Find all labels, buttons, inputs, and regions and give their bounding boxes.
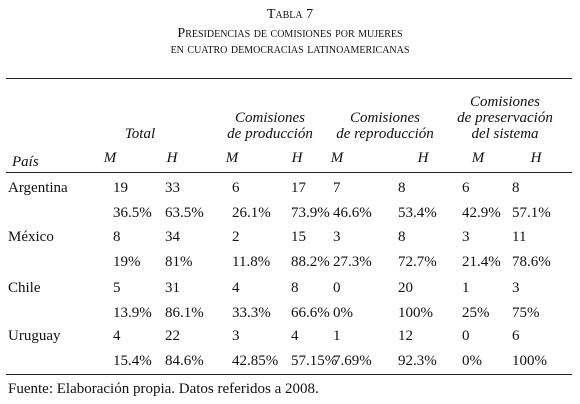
column-header: M <box>471 150 485 166</box>
group-header: del sistema <box>471 126 539 142</box>
percent-cell: 88.2% <box>291 254 330 270</box>
percent-cell: 73.9% <box>291 205 330 221</box>
count-cell: 11 <box>512 229 527 245</box>
percent-cell: 0% <box>462 353 482 369</box>
count-cell: 12 <box>398 328 413 344</box>
count-cell: 0 <box>333 280 341 296</box>
group-header: de preservación <box>457 110 553 126</box>
count-cell: 31 <box>165 280 180 296</box>
group-header: Comisiones <box>349 110 421 126</box>
count-cell: 8 <box>512 180 520 196</box>
count-cell: 3 <box>512 280 520 296</box>
percent-cell: 7.69% <box>333 353 372 369</box>
count-cell: 6 <box>462 180 470 196</box>
group-header: Comisiones <box>469 94 541 110</box>
count-cell: 19 <box>113 180 128 196</box>
group-header: Comisiones <box>234 110 306 126</box>
footer-note: Fuente: Elaboración propia. Datos referi… <box>8 381 319 397</box>
count-cell: 3 <box>462 229 470 245</box>
country-name: Argentina <box>8 180 68 196</box>
header-rule <box>6 172 572 173</box>
percent-cell: 36.5% <box>113 205 152 221</box>
percent-cell: 66.6% <box>291 305 330 321</box>
count-cell: 7 <box>333 180 341 196</box>
count-cell: 2 <box>232 229 240 245</box>
count-cell: 22 <box>165 328 180 344</box>
percent-cell: 21.4% <box>462 254 501 270</box>
percent-cell: 92.3% <box>398 353 437 369</box>
column-header: H <box>530 150 542 166</box>
column-header: H <box>417 150 429 166</box>
count-cell: 6 <box>512 328 520 344</box>
table-title: Presidencias de comisiones por mujeres <box>177 26 403 41</box>
percent-cell: 57.1% <box>512 205 551 221</box>
percent-cell: 25% <box>462 305 490 321</box>
count-cell: 1 <box>462 280 470 296</box>
count-cell: 8 <box>398 229 406 245</box>
count-cell: 8 <box>291 280 299 296</box>
top-rule <box>6 78 572 79</box>
count-cell: 8 <box>398 180 406 196</box>
table-title: en cuatro democracias latinoamericanas <box>170 42 410 57</box>
percent-cell: 0% <box>333 305 353 321</box>
count-cell: 3 <box>232 328 240 344</box>
count-cell: 6 <box>232 180 240 196</box>
percent-cell: 15.4% <box>113 353 152 369</box>
column-header: H <box>166 150 178 166</box>
count-cell: 5 <box>113 280 121 296</box>
count-cell: 20 <box>398 280 413 296</box>
percent-cell: 72.7% <box>398 254 437 270</box>
country-header: País <box>12 154 39 170</box>
group-header: de producción <box>227 126 313 142</box>
percent-cell: 13.9% <box>113 305 152 321</box>
column-header: H <box>291 150 303 166</box>
table-label: Tabla 7 <box>266 7 314 22</box>
count-cell: 4 <box>232 280 240 296</box>
percent-cell: 27.3% <box>333 254 372 270</box>
count-cell: 3 <box>333 229 341 245</box>
bottom-rule <box>6 374 572 375</box>
country-name: Chile <box>8 280 41 296</box>
count-cell: 0 <box>462 328 470 344</box>
count-cell: 4 <box>291 328 299 344</box>
country-name: Uruguay <box>8 328 61 344</box>
percent-cell: 84.6% <box>165 353 204 369</box>
count-cell: 4 <box>113 328 121 344</box>
count-cell: 15 <box>291 229 306 245</box>
column-header: M <box>103 150 117 166</box>
percent-cell: 26.1% <box>232 205 271 221</box>
count-cell: 1 <box>333 328 341 344</box>
count-cell: 34 <box>165 229 180 245</box>
percent-cell: 42.9% <box>462 205 501 221</box>
percent-cell: 100% <box>398 305 433 321</box>
count-cell: 33 <box>165 180 180 196</box>
percent-cell: 100% <box>512 353 547 369</box>
column-header: M <box>225 150 239 166</box>
column-header: M <box>330 150 344 166</box>
percent-cell: 33.3% <box>232 305 271 321</box>
percent-cell: 42.85% <box>232 353 279 369</box>
group-header: de reproducción <box>336 126 434 142</box>
percent-cell: 75% <box>512 305 540 321</box>
count-cell: 8 <box>113 229 121 245</box>
percent-cell: 11.8% <box>232 254 271 270</box>
percent-cell: 78.6% <box>512 254 551 270</box>
percent-cell: 63.5% <box>165 205 204 221</box>
count-cell: 17 <box>291 180 306 196</box>
percent-cell: 81% <box>165 254 193 270</box>
percent-cell: 57.15% <box>291 353 338 369</box>
group-header: Total <box>124 126 156 142</box>
country-name: México <box>8 229 54 245</box>
percent-cell: 86.1% <box>165 305 204 321</box>
percent-cell: 46.6% <box>333 205 372 221</box>
percent-cell: 19% <box>113 254 141 270</box>
percent-cell: 53.4% <box>398 205 437 221</box>
